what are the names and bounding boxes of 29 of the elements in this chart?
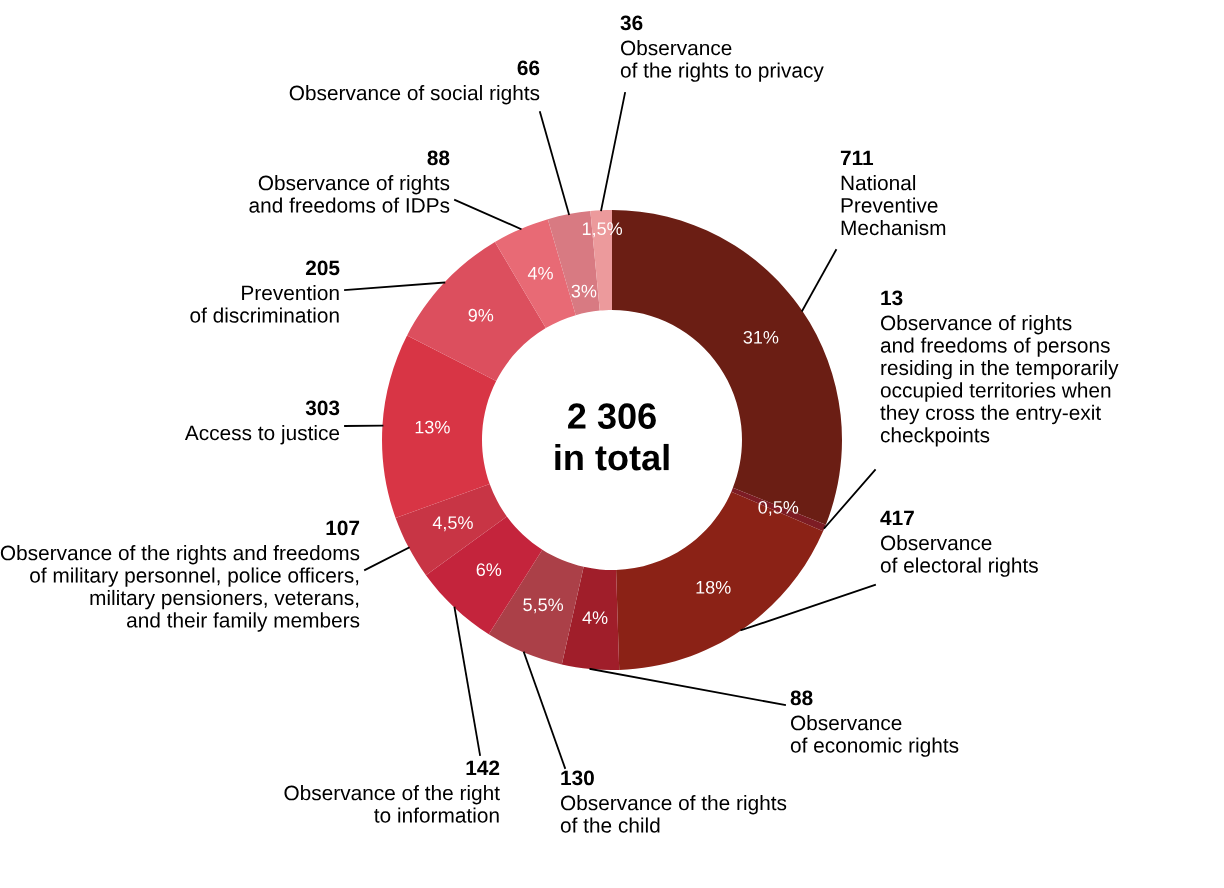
donut-slice [616,491,824,670]
data-label: 4,5% [432,516,473,532]
slice-label: 417 Observance of electoral rights [880,510,1038,577]
donut-slice [731,487,826,532]
data-label: 4% [582,611,608,624]
data-label: 3% [571,284,597,298]
slice-label: 130 Observance of the rights of the child [560,770,787,833]
data-label: 6% [476,563,502,577]
donut-slice [561,566,620,670]
donut-slice [395,484,507,576]
slice-label: 107 Observance of the rights and freedoms of military personnel, police officers, military pensioners, veterans, and their family members [0,520,360,632]
text: 2 306 in total [555,403,669,471]
slice-label: 711 National Preventive Mechanism [840,150,946,236]
data-label: 31% [743,330,779,344]
data-label: 13% [415,420,450,434]
slice-label: 303 Access to justice [184,400,340,445]
slice-label: 13 Observance of rights and freedoms of persons residing in the temporarily occupied territories when they cross the entry-exit checkpoints [880,290,1119,447]
slice-label: 205 Prevention of discrimination [190,260,340,323]
slice-label: 36 Observance of the rights to privacy [620,15,824,82]
data-label: 0,5% [758,500,799,516]
donut-slice [382,335,497,518]
slice-label: 88 Observance of rights and freedoms of IDPs [249,150,450,213]
data-label: 5,5% [523,598,564,614]
slice-label: 142 Observance of the right to information [284,760,500,823]
data-label: 4% [527,266,553,280]
data-label: 9% [468,308,494,322]
slice-label: 66 Observance of social rights [289,60,540,105]
data-label: 18% [696,580,731,594]
slice-label: 88 Observance of economic rights [790,690,959,757]
